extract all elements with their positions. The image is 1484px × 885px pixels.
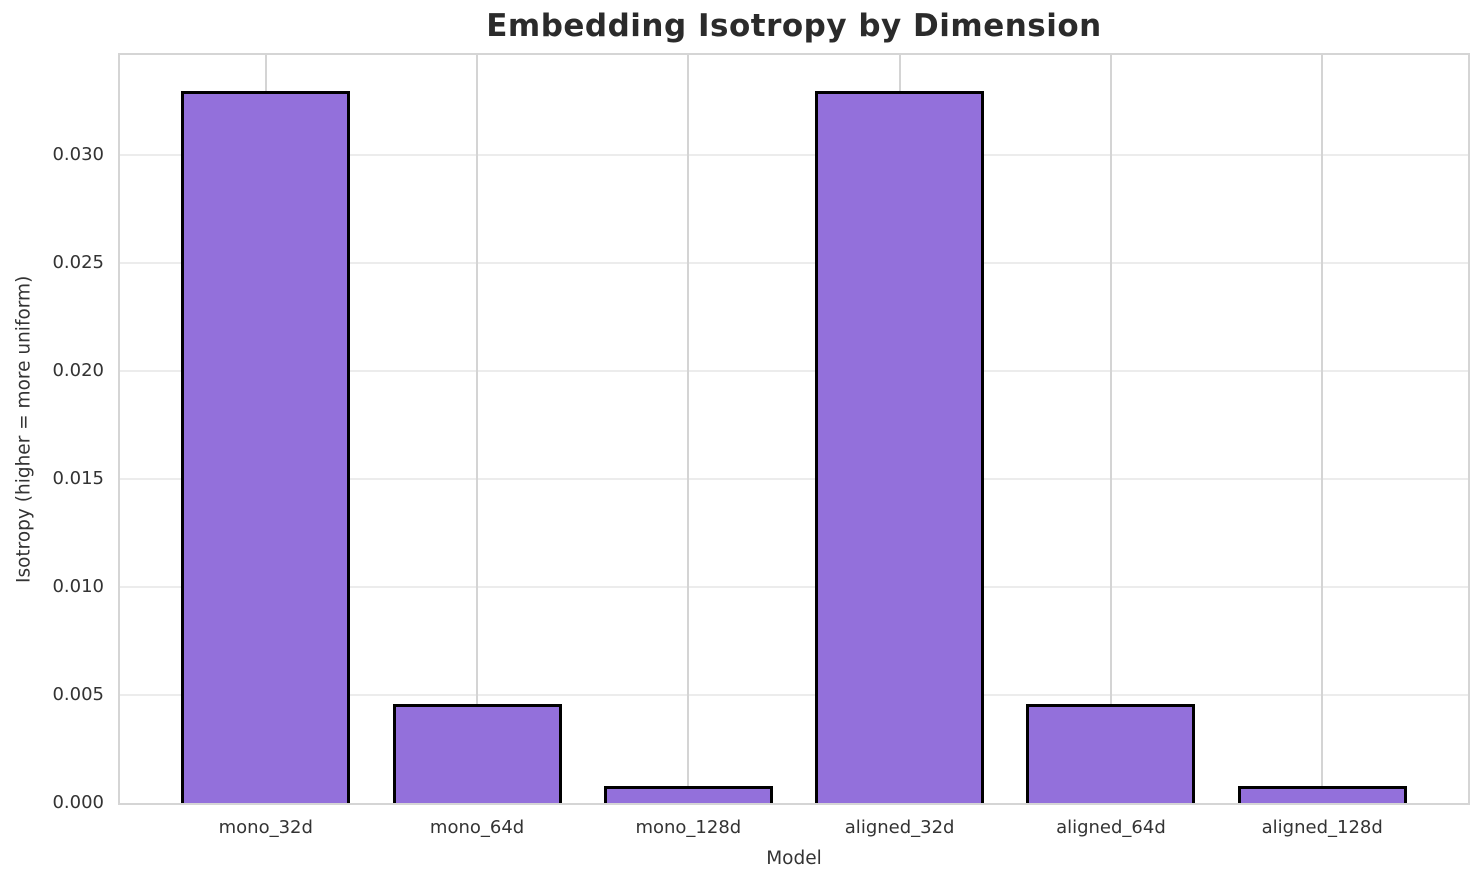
y-tick-label: 0.000 xyxy=(52,792,104,813)
gridline-horizontal xyxy=(120,586,1468,589)
gridline-horizontal xyxy=(120,262,1468,265)
x-tick-label: mono_128d xyxy=(635,817,742,838)
x-axis-label: Model xyxy=(766,848,822,869)
gridline-vertical xyxy=(687,55,690,803)
gridline-horizontal xyxy=(120,694,1468,697)
x-tick-label: aligned_128d xyxy=(1261,817,1383,838)
bar-aligned_32d xyxy=(815,90,985,803)
gridline-vertical xyxy=(1321,55,1324,803)
gridline-vertical xyxy=(476,55,479,803)
gridline-horizontal xyxy=(120,154,1468,157)
y-tick-label: 0.030 xyxy=(52,144,104,166)
x-tick-label: aligned_32d xyxy=(844,817,955,838)
bar-mono_32d xyxy=(181,90,351,803)
gridline-horizontal xyxy=(120,478,1468,481)
bar-aligned_64d xyxy=(1026,703,1196,803)
bar-aligned_128d xyxy=(1237,785,1407,803)
y-tick-label: 0.005 xyxy=(52,684,104,706)
y-tick-label: 0.025 xyxy=(52,252,104,274)
y-tick-label: 0.020 xyxy=(52,360,104,382)
plot-area xyxy=(118,53,1470,805)
chart-title: Embedding Isotropy by Dimension xyxy=(486,8,1102,44)
bar-mono_64d xyxy=(392,703,562,803)
y-tick-label: 0.015 xyxy=(52,468,104,490)
x-tick-label: mono_32d xyxy=(218,817,313,838)
y-tick-label: 0.010 xyxy=(52,576,104,598)
gridline-vertical xyxy=(1109,55,1112,803)
bar-mono_128d xyxy=(603,785,773,803)
x-tick-label: aligned_64d xyxy=(1056,817,1166,838)
gridline-horizontal xyxy=(120,370,1468,373)
x-tick-label: mono_64d xyxy=(429,817,525,838)
